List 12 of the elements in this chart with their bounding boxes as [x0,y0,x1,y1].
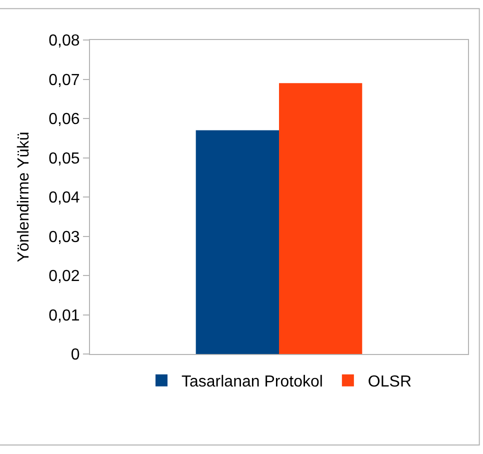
y-tick-label: 0 [70,346,80,364]
y-tick-label: 0,05 [48,150,80,168]
legend-label: Tasarlanan Protokol [182,374,323,391]
y-tick-label: 0,03 [48,228,80,246]
legend-label: OLSR [368,374,412,391]
y-axis-title: Yönlendirme Yükü [16,132,33,262]
y-tick-label: 0,07 [48,72,80,89]
y-tick-label: 0,06 [48,111,80,128]
y-tick-label: 0,08 [48,32,80,50]
y-tick-label: 0,04 [48,190,80,207]
y-tick-label: 0,01 [48,307,80,324]
y-tick-label: 0,02 [48,268,80,286]
